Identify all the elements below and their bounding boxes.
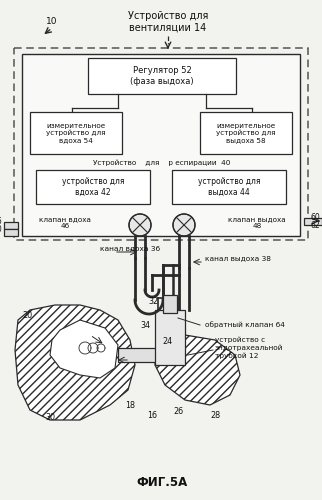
Text: измерительное
устройство для
вдоха 54: измерительное устройство для вдоха 54 xyxy=(46,122,106,144)
Text: 24: 24 xyxy=(162,338,172,346)
Text: Устройство    для    р еспирации  40: Устройство для р еспирации 40 xyxy=(93,160,231,166)
Text: 16: 16 xyxy=(147,410,157,420)
Bar xyxy=(30,112,122,154)
Text: канал выдоха 38: канал выдоха 38 xyxy=(205,255,271,261)
Text: измерительное
устройство для
выдоха 58: измерительное устройство для выдоха 58 xyxy=(216,122,276,144)
Text: 34: 34 xyxy=(140,320,150,330)
Text: ФИГ.5А: ФИГ.5А xyxy=(137,476,188,488)
Bar xyxy=(200,112,292,154)
Circle shape xyxy=(129,214,151,236)
Text: 62: 62 xyxy=(310,222,320,230)
Text: 10: 10 xyxy=(46,18,58,26)
Bar xyxy=(22,54,300,236)
Polygon shape xyxy=(155,335,240,405)
Bar xyxy=(4,229,18,236)
Text: 56: 56 xyxy=(0,218,2,226)
Bar xyxy=(155,310,185,365)
Text: 26: 26 xyxy=(173,408,183,416)
Text: 60: 60 xyxy=(310,214,320,222)
Polygon shape xyxy=(15,305,135,420)
Text: 18: 18 xyxy=(125,400,135,409)
Bar xyxy=(163,295,177,313)
Text: 28: 28 xyxy=(210,410,220,420)
Text: устройство для
выдоха 44: устройство для выдоха 44 xyxy=(198,178,260,197)
Text: устройство для
вдоха 42: устройство для вдоха 42 xyxy=(62,178,124,197)
Bar xyxy=(88,58,236,94)
Text: канал вдоха 36: канал вдоха 36 xyxy=(100,245,160,251)
Text: устройство с
эндотрахеальной
трубкой 12: устройство с эндотрахеальной трубкой 12 xyxy=(215,337,283,359)
Bar xyxy=(14,48,308,240)
Circle shape xyxy=(173,214,195,236)
Bar xyxy=(118,348,158,362)
Bar xyxy=(304,218,322,225)
Text: клапан вдоха
46: клапан вдоха 46 xyxy=(39,216,91,230)
Text: 32: 32 xyxy=(148,298,158,306)
Text: Устройство для
вентиляции 14: Устройство для вентиляции 14 xyxy=(128,11,208,33)
Text: обратный клапан 64: обратный клапан 64 xyxy=(205,322,285,328)
Bar xyxy=(36,170,150,204)
Text: 20: 20 xyxy=(22,312,32,320)
Text: 30: 30 xyxy=(45,414,55,422)
Text: Регулятор 52
(фаза выдоха): Регулятор 52 (фаза выдоха) xyxy=(130,66,194,86)
Bar xyxy=(172,170,286,204)
Text: клапан выдоха
48: клапан выдоха 48 xyxy=(228,216,286,230)
Text: 50: 50 xyxy=(0,224,2,234)
Polygon shape xyxy=(50,320,118,378)
Bar xyxy=(4,222,18,229)
